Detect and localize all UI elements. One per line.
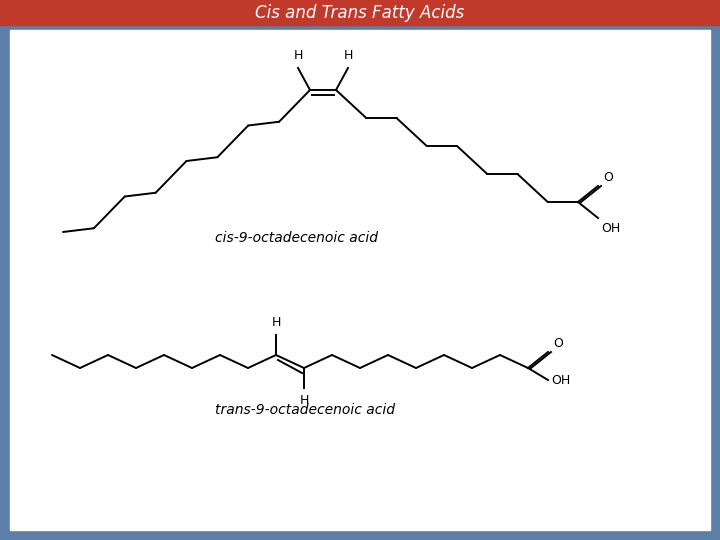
Text: O: O [553, 337, 563, 350]
Text: O: O [603, 171, 613, 184]
Text: Cis and Trans Fatty Acids: Cis and Trans Fatty Acids [256, 4, 464, 22]
Text: OH: OH [601, 222, 620, 235]
Text: H: H [300, 394, 309, 407]
Text: H: H [343, 49, 353, 62]
Text: trans-9-octadecenoic acid: trans-9-octadecenoic acid [215, 403, 395, 417]
Text: OH: OH [551, 374, 570, 387]
Text: cis-9-octadecenoic acid: cis-9-octadecenoic acid [215, 231, 378, 245]
Text: H: H [293, 49, 302, 62]
Bar [0, 0, 720, 25]
Text: H: H [271, 316, 281, 329]
